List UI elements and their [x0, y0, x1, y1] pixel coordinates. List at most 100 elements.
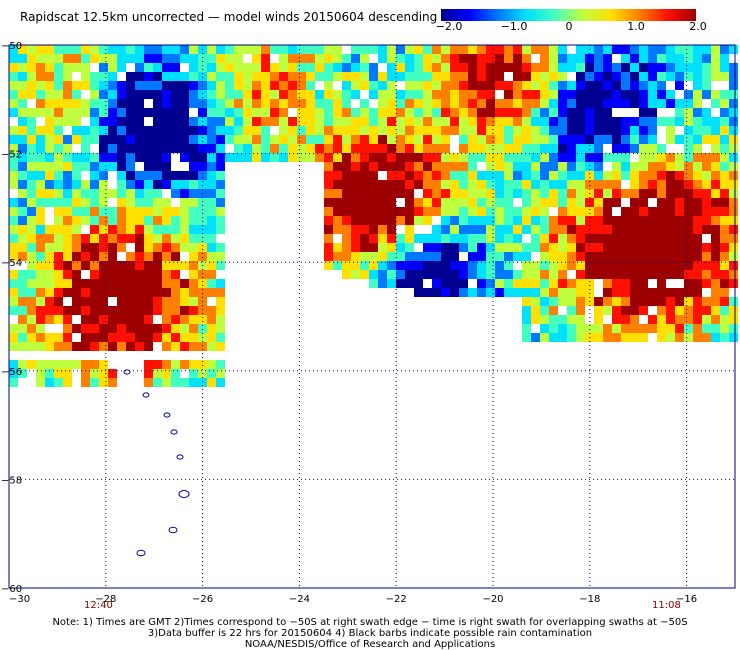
wind-cell — [297, 135, 306, 144]
wind-cell — [522, 225, 531, 234]
wind-cell — [90, 378, 99, 387]
wind-cell — [99, 135, 108, 144]
wind-cell — [135, 117, 144, 126]
y-tick-label: −52 — [1, 150, 22, 161]
wind-cell — [729, 126, 738, 135]
wind-cell — [720, 126, 729, 135]
wind-cell — [315, 153, 324, 162]
wind-cell — [36, 333, 45, 342]
wind-cell — [153, 297, 162, 306]
wind-cell — [189, 63, 198, 72]
wind-cell — [414, 216, 423, 225]
wind-cell — [216, 261, 225, 270]
wind-cell — [279, 153, 288, 162]
wind-cell — [54, 297, 63, 306]
wind-cell — [324, 153, 333, 162]
y-tick-label: −54 — [1, 258, 22, 269]
wind-cell — [729, 270, 738, 279]
wind-cell — [27, 108, 36, 117]
wind-cell — [450, 243, 459, 252]
wind-cell — [576, 333, 585, 342]
wind-cell — [18, 243, 27, 252]
wind-cell — [378, 243, 387, 252]
wind-cell — [351, 117, 360, 126]
wind-cell — [207, 126, 216, 135]
wind-cell — [693, 153, 702, 162]
wind-cell — [189, 153, 198, 162]
wind-cell — [108, 216, 117, 225]
wind-cell — [108, 117, 117, 126]
wind-cell — [711, 144, 720, 153]
wind-cell — [63, 117, 72, 126]
wind-cell — [522, 288, 531, 297]
wind-cell — [594, 108, 603, 117]
wind-cell — [504, 261, 513, 270]
wind-cell — [540, 171, 549, 180]
wind-cell — [207, 270, 216, 279]
wind-cell — [603, 225, 612, 234]
wind-cell — [351, 63, 360, 72]
wind-cell — [63, 315, 72, 324]
wind-cell — [180, 99, 189, 108]
wind-cell — [648, 117, 657, 126]
wind-cell — [495, 144, 504, 153]
wind-cell — [621, 324, 630, 333]
wind-cell — [702, 171, 711, 180]
wind-cell — [450, 108, 459, 117]
wind-cell — [432, 234, 441, 243]
wind-cell — [603, 180, 612, 189]
wind-cell — [495, 126, 504, 135]
wind-cell — [342, 117, 351, 126]
wind-cell — [567, 315, 576, 324]
wind-cell — [126, 261, 135, 270]
wind-cell — [405, 243, 414, 252]
wind-cell — [36, 72, 45, 81]
wind-cell — [612, 72, 621, 81]
wind-cell — [180, 297, 189, 306]
wind-cell — [423, 180, 432, 189]
wind-cell — [90, 234, 99, 243]
wind-cell — [522, 117, 531, 126]
wind-cell — [531, 153, 540, 162]
wind-cell — [189, 198, 198, 207]
wind-cell — [162, 225, 171, 234]
wind-cell — [342, 108, 351, 117]
wind-cell — [522, 207, 531, 216]
wind-cell — [630, 117, 639, 126]
wind-cell — [711, 216, 720, 225]
wind-cell — [468, 198, 477, 207]
wind-cell — [99, 180, 108, 189]
wind-cell — [216, 171, 225, 180]
wind-cell — [513, 126, 522, 135]
wind-cell — [396, 270, 405, 279]
wind-cell — [693, 126, 702, 135]
wind-cell — [108, 252, 117, 261]
wind-cell — [9, 135, 18, 144]
wind-cell — [432, 117, 441, 126]
wind-cell — [108, 288, 117, 297]
wind-cell — [108, 54, 117, 63]
wind-cell — [387, 216, 396, 225]
wind-cell — [513, 225, 522, 234]
wind-cell — [18, 72, 27, 81]
wind-cell — [558, 144, 567, 153]
wind-cell — [135, 207, 144, 216]
wind-cell — [180, 54, 189, 63]
wind-cell — [477, 108, 486, 117]
wind-cell — [162, 72, 171, 81]
wind-cell — [522, 99, 531, 108]
wind-cell — [288, 144, 297, 153]
wind-cell — [36, 297, 45, 306]
wind-cell — [108, 81, 117, 90]
wind-cell — [513, 288, 522, 297]
wind-cell — [720, 306, 729, 315]
wind-cell — [63, 288, 72, 297]
wind-cell — [639, 108, 648, 117]
wind-cell — [567, 54, 576, 63]
wind-cell — [603, 288, 612, 297]
wind-cell — [342, 126, 351, 135]
wind-cell — [531, 180, 540, 189]
wind-cell — [360, 225, 369, 234]
wind-cell — [468, 81, 477, 90]
wind-cell — [675, 270, 684, 279]
